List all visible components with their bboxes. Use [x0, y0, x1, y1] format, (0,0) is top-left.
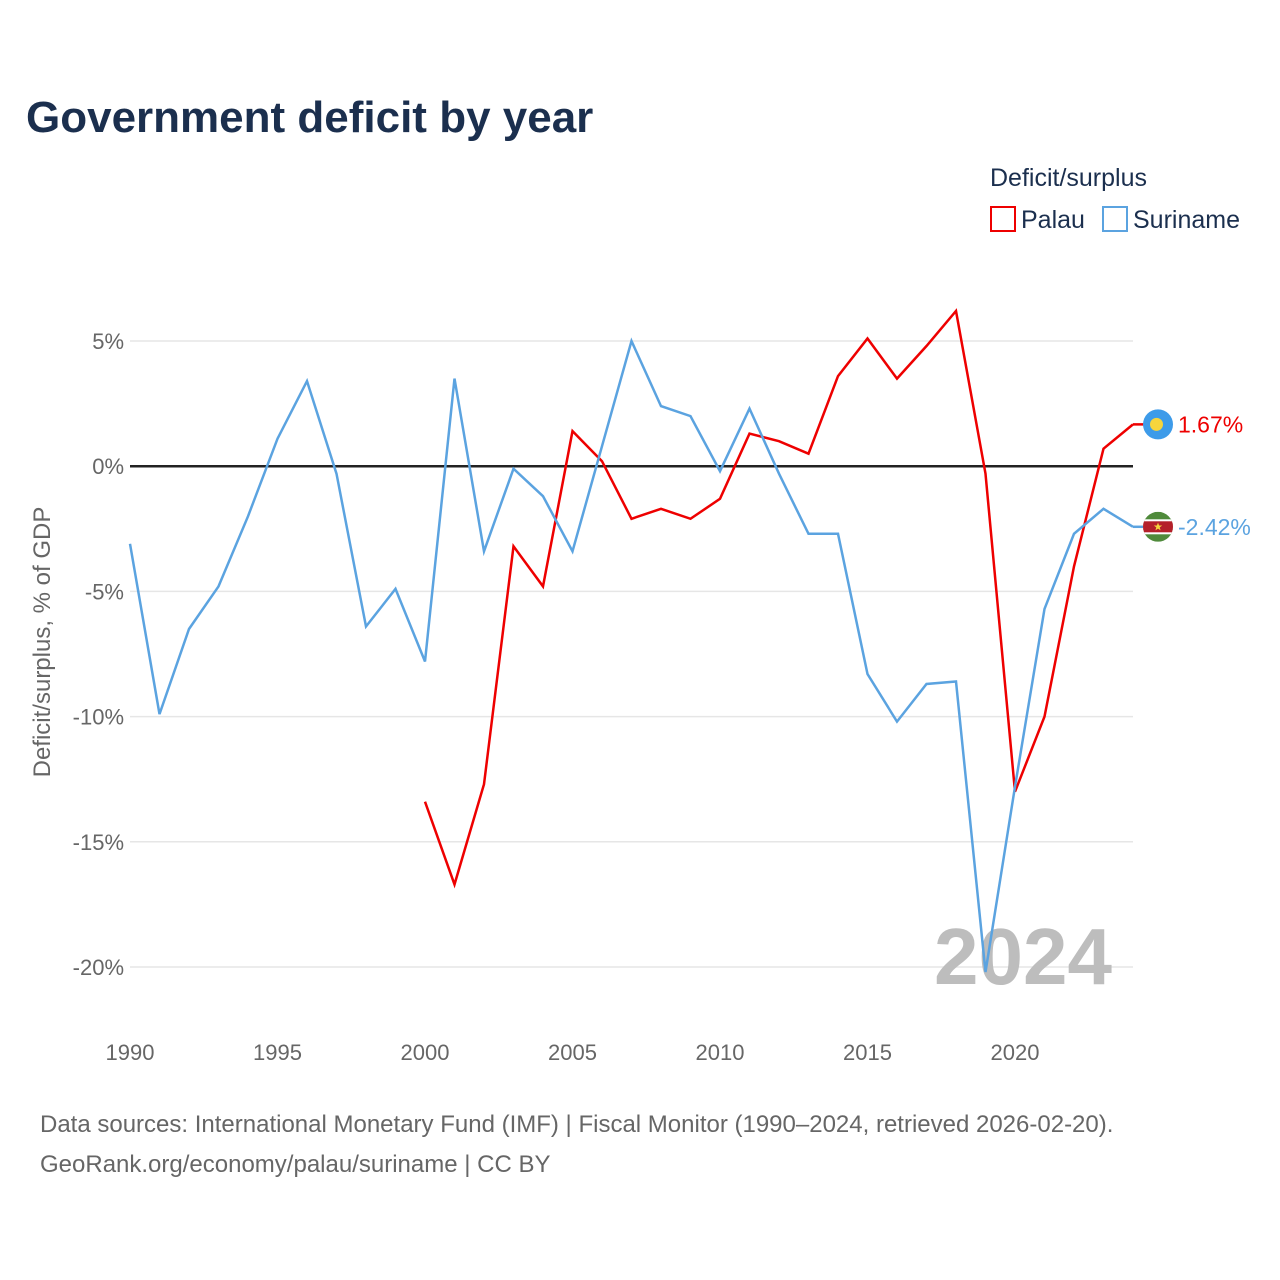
y-tick-labels: 5% 0% -5% -10% -15% -20%	[73, 329, 124, 980]
x-tick-label: 2010	[696, 1040, 745, 1065]
x-tick-label: 1995	[253, 1040, 302, 1065]
year-watermark: 2024	[934, 912, 1112, 1001]
y-tick-label: 0%	[92, 454, 124, 479]
end-markers: 1.67% -2.42%	[1133, 409, 1251, 542]
legend-swatch-palau	[990, 206, 1016, 232]
x-tick-label: 2005	[548, 1040, 597, 1065]
palau-flag-icon	[1143, 409, 1173, 440]
x-tick-labels: 1990 1995 2000 2005 2010 2015 2020	[106, 1040, 1040, 1065]
legend-swatch-suriname	[1102, 206, 1128, 232]
legend-item-suriname[interactable]: Suriname	[1102, 206, 1240, 234]
suriname-flag-icon	[1143, 511, 1173, 542]
x-tick-label: 2000	[401, 1040, 450, 1065]
source-line-2[interactable]: GeoRank.org/economy/palau/suriname | CC …	[40, 1151, 550, 1178]
end-value-label-palau: 1.67%	[1178, 411, 1243, 437]
y-tick-label: -15%	[73, 830, 124, 855]
legend-label-palau: Palau	[1021, 206, 1085, 234]
series-lines	[128, 308, 1134, 973]
y-tick-label: -5%	[85, 579, 124, 604]
series-line-suriname[interactable]	[128, 337, 1134, 973]
page-title: Government deficit by year	[26, 93, 593, 142]
grid-lines	[130, 340, 1133, 968]
source-line-1: Data sources: International Monetary Fun…	[40, 1111, 1113, 1138]
legend: Deficit/surplus Palau Suriname	[990, 164, 1240, 234]
y-axis-label: Deficit/surplus, % of GDP	[29, 507, 56, 778]
legend-label-suriname: Suriname	[1133, 206, 1240, 234]
x-tick-label: 2015	[843, 1040, 892, 1065]
x-tick-label: 2020	[991, 1040, 1040, 1065]
end-value-label-suriname: -2.42%	[1178, 514, 1251, 540]
y-tick-label: -10%	[73, 705, 124, 730]
legend-title: Deficit/surplus	[990, 164, 1147, 192]
x-tick-label: 1990	[106, 1040, 155, 1065]
legend-item-palau[interactable]: Palau	[990, 206, 1085, 234]
y-tick-label: -20%	[73, 955, 124, 980]
series-line-palau[interactable]	[423, 308, 1134, 889]
y-tick-label: 5%	[92, 329, 124, 354]
